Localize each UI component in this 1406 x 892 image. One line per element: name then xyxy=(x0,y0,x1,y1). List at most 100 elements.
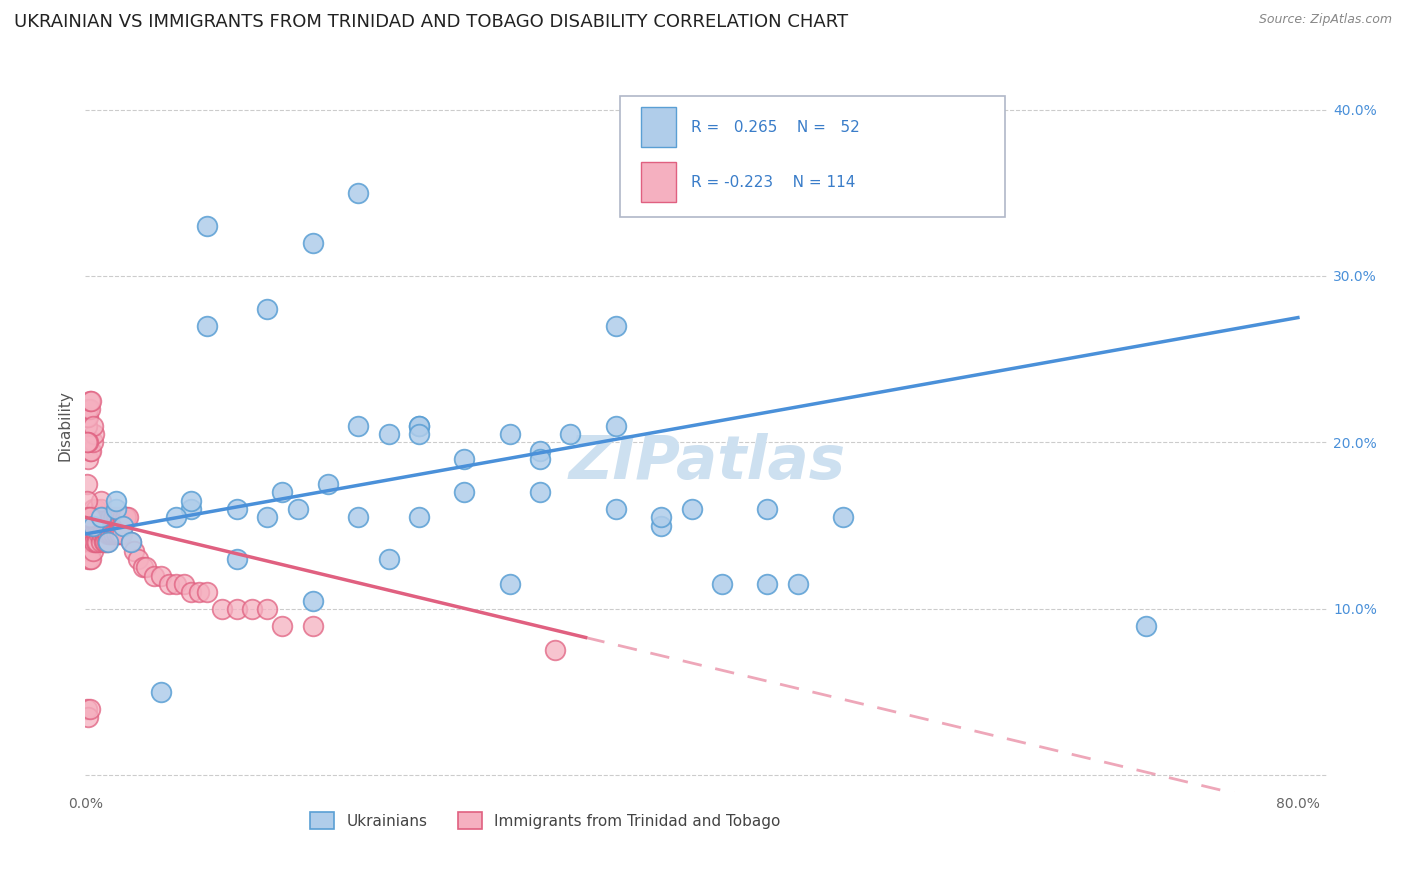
Point xyxy=(79,510,101,524)
Point xyxy=(96,535,118,549)
Point xyxy=(110,510,132,524)
Point xyxy=(408,418,430,433)
Point xyxy=(94,527,117,541)
Point xyxy=(93,535,115,549)
Point xyxy=(499,427,522,442)
Point xyxy=(79,543,101,558)
Point xyxy=(84,510,107,524)
Point xyxy=(180,493,202,508)
Point xyxy=(90,510,112,524)
Point xyxy=(112,510,135,524)
Point xyxy=(301,235,323,250)
Point xyxy=(101,510,124,524)
Point xyxy=(82,502,104,516)
Point xyxy=(120,535,142,549)
Point xyxy=(180,585,202,599)
Point xyxy=(127,552,149,566)
Point xyxy=(105,527,128,541)
Point xyxy=(79,402,101,417)
Point xyxy=(104,510,127,524)
Point xyxy=(135,560,157,574)
Point xyxy=(100,510,122,524)
Point xyxy=(195,318,218,333)
Point xyxy=(347,418,370,433)
Point xyxy=(94,535,117,549)
FancyBboxPatch shape xyxy=(620,96,1005,217)
Point xyxy=(83,527,105,541)
Point xyxy=(529,485,551,500)
Point xyxy=(87,527,110,541)
Point xyxy=(560,427,582,442)
Point xyxy=(165,577,187,591)
Point xyxy=(84,535,107,549)
Point xyxy=(91,527,114,541)
Point xyxy=(84,527,107,541)
Point xyxy=(301,618,323,632)
Point xyxy=(94,510,117,524)
Point xyxy=(1135,618,1157,632)
Point xyxy=(681,502,703,516)
Point xyxy=(90,493,112,508)
Point xyxy=(122,543,145,558)
Point xyxy=(90,510,112,524)
Text: R =   0.265    N =   52: R = 0.265 N = 52 xyxy=(690,120,859,135)
Point xyxy=(80,443,103,458)
Point xyxy=(80,552,103,566)
Text: UKRAINIAN VS IMMIGRANTS FROM TRINIDAD AND TOBAGO DISABILITY CORRELATION CHART: UKRAINIAN VS IMMIGRANTS FROM TRINIDAD AN… xyxy=(14,13,848,31)
Point xyxy=(104,527,127,541)
Point xyxy=(82,418,104,433)
Point xyxy=(77,510,100,524)
Point xyxy=(756,577,779,591)
Point xyxy=(832,510,855,524)
Point xyxy=(90,527,112,541)
Point xyxy=(111,510,134,524)
Point xyxy=(97,510,120,524)
Point xyxy=(408,427,430,442)
Point xyxy=(256,602,278,616)
Point xyxy=(77,552,100,566)
Point xyxy=(301,593,323,607)
Point xyxy=(408,510,430,524)
Point xyxy=(76,527,98,541)
Point xyxy=(76,477,98,491)
Point xyxy=(79,393,101,408)
Point xyxy=(786,577,808,591)
Point xyxy=(82,543,104,558)
Point xyxy=(79,527,101,541)
Point xyxy=(347,510,370,524)
Point xyxy=(211,602,233,616)
Point xyxy=(96,527,118,541)
Point xyxy=(120,535,142,549)
Point xyxy=(77,402,100,417)
Point xyxy=(82,535,104,549)
Point xyxy=(256,302,278,317)
Point xyxy=(157,577,180,591)
Point xyxy=(96,510,118,524)
Point xyxy=(111,527,134,541)
Point xyxy=(90,535,112,549)
Point xyxy=(83,510,105,524)
Point xyxy=(188,585,211,599)
Point xyxy=(83,427,105,442)
Point xyxy=(316,477,339,491)
Point xyxy=(107,510,129,524)
Point xyxy=(77,535,100,549)
Point xyxy=(79,510,101,524)
Text: ZIPatlas: ZIPatlas xyxy=(568,433,845,491)
Point xyxy=(605,318,627,333)
Point xyxy=(77,527,100,541)
Point xyxy=(76,543,98,558)
Point xyxy=(82,518,104,533)
Point xyxy=(93,510,115,524)
Point xyxy=(605,418,627,433)
Point xyxy=(76,410,98,425)
Point xyxy=(115,510,138,524)
Point xyxy=(150,685,173,699)
Point xyxy=(93,527,115,541)
Point xyxy=(76,493,98,508)
Point xyxy=(82,527,104,541)
Point xyxy=(544,643,567,657)
Point xyxy=(226,552,249,566)
Point xyxy=(105,510,128,524)
Point xyxy=(77,510,100,524)
